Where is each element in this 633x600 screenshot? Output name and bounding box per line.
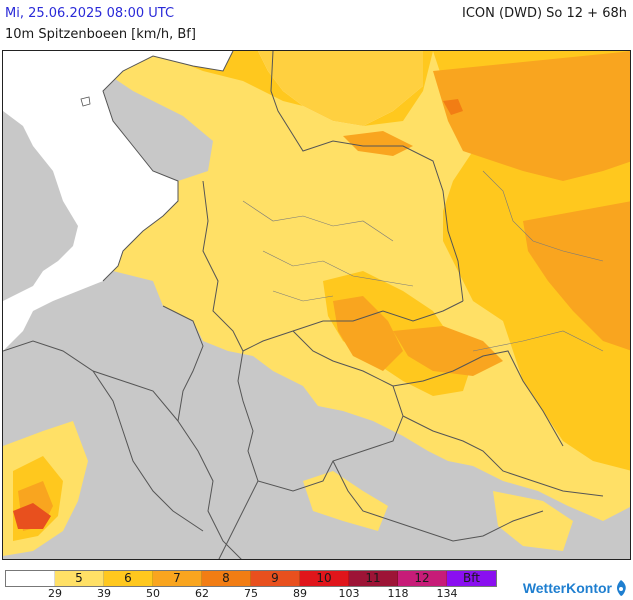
lake <box>80 96 91 107</box>
legend-tick-label: 62 <box>195 587 209 600</box>
wind-zone-bft7-northeast <box>433 51 630 181</box>
legend-tick-label: 89 <box>293 587 307 600</box>
baltic-sea-overlay <box>258 51 423 126</box>
legend-segment: 5 <box>55 571 104 586</box>
legend-segment: 10 <box>300 571 349 586</box>
weather-map[interactable] <box>2 50 631 560</box>
wind-zone-bft5-southeast <box>493 491 573 551</box>
wind-zone-bft8-spot <box>443 99 463 115</box>
legend-segment: 6 <box>104 571 153 586</box>
legend-segment: 8 <box>202 571 251 586</box>
wind-scale-legend: 5 6 7 8 9 10 11 12 Bft <box>5 570 497 587</box>
legend-tick-label: 75 <box>244 587 258 600</box>
north-sea <box>3 51 233 351</box>
wind-zone-bft8-southwest <box>13 503 51 529</box>
legend-segment: Bft <box>447 571 496 586</box>
legend-tick-label: 118 <box>387 587 409 600</box>
wetterkontor-logo-icon <box>617 580 626 596</box>
parameter-title: 10m Spitzenboeen [km/h, Bf] <box>5 27 196 42</box>
legend-segment: 11 <box>349 571 398 586</box>
model-run-info: ICON (DWD) So 12 + 68h <box>462 6 627 21</box>
legend-segment <box>6 571 55 586</box>
legend-segment: 9 <box>251 571 300 586</box>
legend-tick-label: 134 <box>436 587 458 600</box>
legend-tick-label: 29 <box>48 587 62 600</box>
legend-tick-label: 103 <box>338 587 360 600</box>
legend-segment: 7 <box>153 571 202 586</box>
wind-zone-bft5-south <box>303 471 388 531</box>
brand-logo[interactable]: WetterKontor <box>523 580 627 596</box>
wind-zone-bft7-east <box>523 201 630 351</box>
legend-tick-label: 39 <box>97 587 111 600</box>
wind-zone-bft7-czech <box>393 326 503 376</box>
wind-zone-bft7-baltic <box>343 131 413 156</box>
valid-time: Mi, 25.06.2025 08:00 UTC <box>5 6 175 21</box>
map-canvas <box>3 51 630 559</box>
legend-segment: 12 <box>398 571 447 586</box>
country-borders <box>3 51 604 559</box>
brand-name: WetterKontor <box>522 580 612 596</box>
wind-zone-bft7-central <box>333 296 403 371</box>
region-borders <box>242 170 604 352</box>
legend-tick-label: 50 <box>146 587 160 600</box>
uk-landmass <box>3 111 78 301</box>
